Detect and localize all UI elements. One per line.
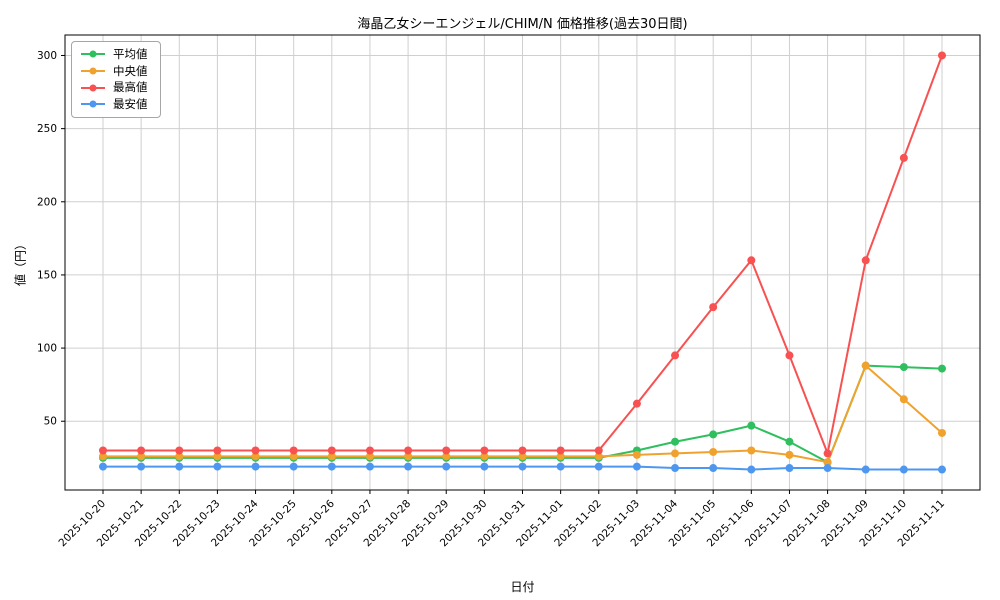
data-point-marker bbox=[899, 153, 908, 162]
data-point-marker bbox=[175, 452, 184, 461]
data-point-marker bbox=[327, 452, 336, 461]
data-point-marker bbox=[518, 462, 527, 471]
data-point-marker bbox=[518, 452, 527, 461]
data-point-marker bbox=[213, 452, 222, 461]
data-point-marker bbox=[899, 363, 908, 372]
legend-item: 最高値 bbox=[80, 81, 148, 94]
data-point-marker bbox=[709, 430, 718, 439]
data-point-marker bbox=[213, 446, 222, 455]
data-point-marker bbox=[594, 452, 603, 461]
data-point-marker bbox=[938, 51, 946, 60]
data-point-marker bbox=[289, 452, 298, 461]
data-point-marker bbox=[137, 462, 146, 471]
data-point-marker bbox=[365, 452, 374, 461]
data-point-marker bbox=[251, 452, 260, 461]
data-point-marker bbox=[632, 462, 641, 471]
data-point-marker bbox=[327, 462, 336, 471]
data-point-marker bbox=[747, 446, 756, 455]
data-point-marker bbox=[404, 452, 413, 461]
data-point-marker bbox=[137, 446, 146, 455]
data-point-marker bbox=[709, 303, 718, 312]
data-point-marker bbox=[327, 446, 336, 455]
x-axis-label: 日付 bbox=[510, 580, 535, 594]
legend: 平均値中央値最高値 最安値 bbox=[71, 41, 161, 118]
legend-marker-icon bbox=[81, 50, 105, 58]
data-point-marker bbox=[785, 351, 794, 360]
y-tick-label: 250 bbox=[37, 123, 57, 135]
data-point-marker bbox=[899, 395, 908, 404]
legend-item: 中央値 bbox=[80, 63, 148, 78]
legend-item: 最安値 bbox=[80, 98, 148, 111]
legend-label: 中央値 bbox=[113, 63, 148, 78]
data-point-marker bbox=[671, 449, 680, 458]
data-point-marker bbox=[404, 462, 413, 471]
legend-item: 平均値 bbox=[80, 48, 148, 61]
legend-label: 最高値 bbox=[113, 80, 148, 95]
data-point-marker bbox=[632, 399, 641, 408]
y-tick-label: 300 bbox=[37, 50, 57, 62]
data-point-marker bbox=[747, 421, 756, 430]
data-point-marker bbox=[213, 462, 222, 471]
data-point-marker bbox=[747, 256, 756, 265]
data-point-marker bbox=[480, 446, 489, 455]
y-tick-label: 100 bbox=[37, 343, 57, 355]
data-point-marker bbox=[823, 449, 832, 458]
data-point-marker bbox=[442, 452, 451, 461]
y-tick-label: 50 bbox=[44, 416, 57, 428]
data-point-marker bbox=[709, 447, 718, 456]
data-point-marker bbox=[823, 458, 832, 467]
legend-label: 最安値 bbox=[113, 96, 148, 111]
data-point-marker bbox=[632, 450, 641, 459]
legend-marker-icon bbox=[81, 84, 105, 92]
data-point-marker bbox=[289, 462, 298, 471]
y-tick-label: 150 bbox=[37, 269, 57, 281]
y-tick-label: 200 bbox=[37, 196, 57, 208]
data-point-marker bbox=[251, 446, 260, 455]
data-point-marker bbox=[671, 464, 680, 473]
data-point-marker bbox=[99, 446, 107, 455]
data-point-marker bbox=[404, 446, 413, 455]
y-axis-label: 値（円） bbox=[13, 237, 28, 287]
data-point-marker bbox=[938, 428, 946, 437]
data-point-marker bbox=[251, 462, 260, 471]
data-point-marker bbox=[709, 464, 718, 473]
legend-marker-icon bbox=[81, 67, 105, 75]
data-point-marker bbox=[99, 452, 107, 461]
data-point-marker bbox=[137, 452, 146, 461]
data-point-marker bbox=[175, 446, 184, 455]
data-point-marker bbox=[99, 462, 107, 471]
legend-label: 平均値 bbox=[113, 47, 148, 61]
data-point-marker bbox=[480, 452, 489, 461]
data-point-marker bbox=[365, 446, 374, 455]
data-point-marker bbox=[785, 437, 794, 446]
data-point-marker bbox=[861, 465, 870, 474]
data-point-marker bbox=[289, 446, 298, 455]
data-point-marker bbox=[594, 446, 603, 455]
chart-title: 海晶乙女シーエンジェル/CHIM/N 価格推移(過去30日間) bbox=[357, 17, 688, 32]
data-point-marker bbox=[823, 464, 832, 473]
data-point-marker bbox=[365, 462, 374, 471]
data-point-marker bbox=[785, 464, 794, 473]
data-point-marker bbox=[671, 437, 680, 446]
data-point-marker bbox=[785, 450, 794, 459]
data-point-marker bbox=[747, 465, 756, 474]
data-point-marker bbox=[594, 462, 603, 471]
data-point-marker bbox=[899, 465, 908, 474]
data-point-marker bbox=[442, 462, 451, 471]
data-point-marker bbox=[442, 446, 451, 455]
data-point-marker bbox=[861, 256, 870, 265]
data-point-marker bbox=[556, 446, 565, 455]
data-point-marker bbox=[518, 446, 527, 455]
data-point-marker bbox=[938, 465, 946, 474]
data-point-marker bbox=[671, 351, 680, 360]
data-point-marker bbox=[175, 462, 184, 471]
data-point-marker bbox=[556, 462, 565, 471]
data-point-marker bbox=[861, 361, 870, 370]
data-point-marker bbox=[556, 452, 565, 461]
data-point-marker bbox=[938, 364, 946, 373]
legend-marker-icon bbox=[81, 100, 105, 108]
data-point-marker bbox=[480, 462, 489, 471]
